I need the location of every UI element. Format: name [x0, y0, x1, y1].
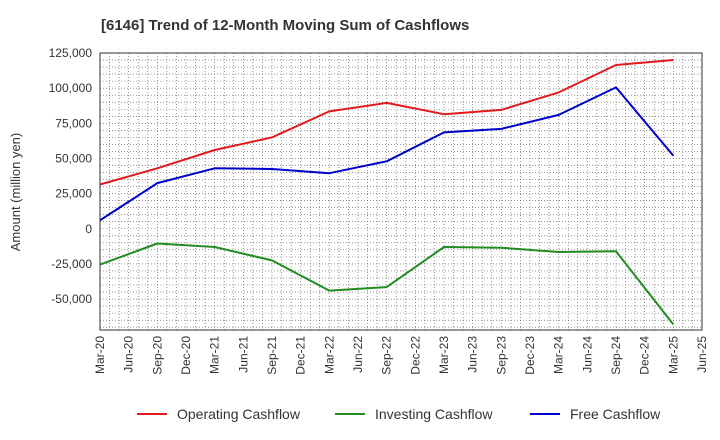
y-axis-ticks: 125,000 100,000 75,000 50,000 25,000 0 -25,000…: [49, 46, 93, 306]
series-lines: [99, 59, 675, 326]
series-line-investing-cashflow: [99, 242, 675, 326]
legend-label-investing-cashflow: Investing Cashflow: [375, 406, 493, 422]
legend-label-free-cashflow: Free Cashflow: [570, 406, 661, 422]
x-tick-label: Sep-22: [380, 336, 394, 375]
y-tick-label: -25,000: [51, 257, 92, 271]
x-tick-label: Sep-24: [609, 336, 623, 375]
y-tick-label: 50,000: [55, 151, 92, 165]
y-tick-label: 100,000: [49, 81, 93, 95]
x-tick-label: Jun-21: [236, 336, 250, 373]
x-tick-label: Dec-24: [638, 336, 652, 375]
legend-label-operating-cashflow: Operating Cashflow: [177, 406, 301, 422]
x-tick-label: Mar-25: [666, 336, 680, 374]
y-tick-label: -50,000: [51, 292, 92, 306]
x-tick-label: Mar-22: [322, 336, 336, 374]
y-tick-label: 0: [85, 222, 92, 236]
x-tick-label: Dec-21: [294, 336, 308, 375]
x-tick-label: Mar-23: [437, 336, 451, 374]
x-tick-label: Dec-23: [523, 336, 537, 375]
x-tick-label: Mar-20: [93, 336, 107, 374]
x-tick-label: Mar-21: [208, 336, 222, 374]
x-tick-label: Sep-21: [265, 336, 279, 375]
y-tick-label: 75,000: [55, 116, 92, 130]
x-tick-label: Dec-22: [408, 336, 422, 375]
y-axis-label: Amount (million yen): [8, 133, 23, 252]
plot-area: [100, 53, 702, 330]
x-tick-label: Mar-24: [552, 336, 566, 374]
series-line-free-cashflow: [99, 86, 675, 222]
x-axis-ticks: Mar-20 Jun-20 Sep-20 Dec-20 Mar-21 Jun-21 Sep-…: [93, 336, 709, 375]
y-tick-label: 125,000: [49, 46, 93, 60]
x-tick-label: Dec-20: [179, 336, 193, 375]
x-tick-label: Sep-23: [494, 336, 508, 375]
series-line-operating-cashflow: [99, 59, 674, 186]
x-tick-label: Jun-25: [695, 336, 709, 373]
x-tick-label: Sep-20: [150, 336, 164, 375]
x-tick-label: Jun-23: [466, 336, 480, 373]
x-tick-label: Jun-24: [580, 336, 594, 373]
legend: Operating Cashflow Investing Cashflow Free…: [137, 406, 661, 422]
y-tick-label: 25,000: [55, 187, 92, 201]
plot-border: [99, 52, 703, 331]
x-tick-label: Jun-20: [122, 336, 136, 373]
chart-title: [6146] Trend of 12-Month Moving Sum of C…: [101, 17, 469, 34]
grid-lines: [99, 52, 703, 330]
x-tick-label: Jun-22: [351, 336, 365, 373]
